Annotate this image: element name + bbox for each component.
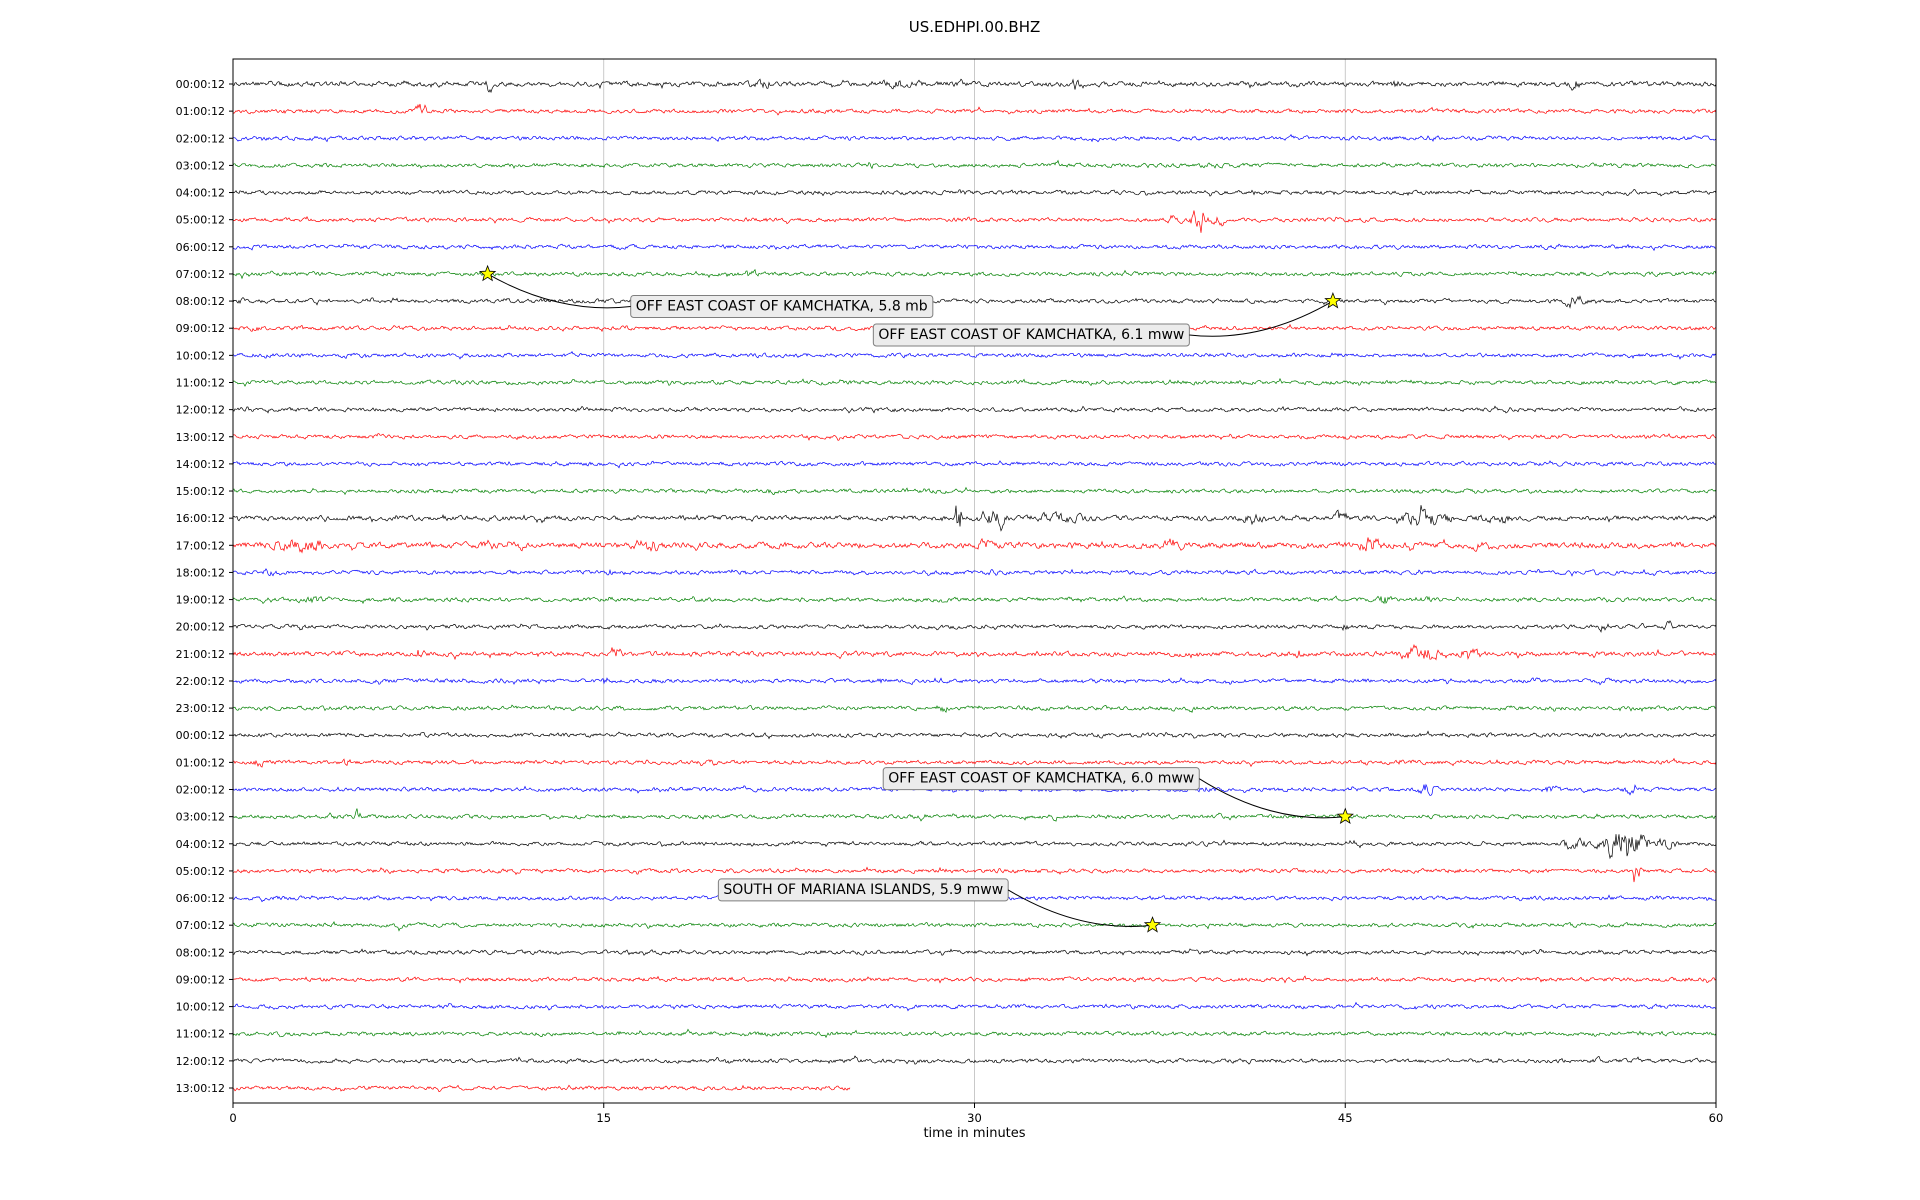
trace	[232, 948, 1717, 957]
trace	[232, 620, 1717, 633]
row-label: 12:00:12	[176, 404, 225, 417]
event-label: OFF EAST COAST OF KAMCHATKA, 6.0 mww	[888, 771, 1194, 787]
trace	[232, 568, 1717, 577]
row-label: 00:00:12	[176, 729, 225, 742]
row-label: 13:00:12	[176, 1082, 225, 1095]
row-label: 00:00:12	[176, 78, 225, 91]
plot-frame	[232, 58, 1717, 1104]
row-label: 07:00:12	[176, 268, 225, 281]
row-label: 12:00:12	[176, 1055, 225, 1068]
event-connector	[1007, 889, 1153, 927]
row-label: 23:00:12	[176, 702, 225, 715]
event-star	[1324, 291, 1342, 309]
row-label: 20:00:12	[176, 621, 225, 634]
row-label: 10:00:12	[176, 1001, 225, 1014]
trace	[232, 159, 1717, 170]
row-label: 08:00:12	[176, 946, 225, 959]
row-label: 02:00:12	[176, 784, 225, 797]
x-tick-label: 15	[596, 1111, 611, 1125]
trace	[232, 595, 1717, 605]
trace	[232, 268, 1717, 280]
row-label: 22:00:12	[176, 675, 225, 688]
trace	[232, 188, 1717, 197]
trace	[232, 1055, 1717, 1065]
x-tick-label: 0	[229, 1111, 236, 1125]
x-axis-label: time in minutes	[923, 1126, 1026, 1141]
event-label: OFF EAST COAST OF KAMCHATKA, 5.8 mb	[636, 299, 928, 315]
trace	[232, 210, 1717, 233]
trace	[232, 243, 1717, 252]
trace	[232, 1001, 1717, 1012]
trace	[232, 730, 1717, 740]
trace	[232, 757, 1717, 768]
row-label: 11:00:12	[176, 1028, 225, 1041]
row-label: 06:00:12	[176, 892, 225, 905]
trace	[232, 103, 1717, 116]
trace	[232, 134, 1717, 143]
event-connector	[1189, 300, 1334, 337]
chart-title: US.EDHPI.00.BHZ	[908, 18, 1041, 36]
row-label: 08:00:12	[176, 295, 225, 308]
trace	[232, 377, 1717, 387]
trace	[232, 921, 1717, 932]
row-label: 03:00:12	[176, 159, 225, 172]
event-label: OFF EAST COAST OF KAMCHATKA, 6.1 mww	[878, 327, 1184, 343]
row-label: 18:00:12	[176, 566, 225, 579]
row-label: 03:00:12	[176, 811, 225, 824]
trace	[232, 643, 1717, 661]
trace	[232, 537, 1717, 554]
trace	[232, 975, 1717, 984]
trace	[232, 704, 1717, 714]
x-tick-label: 30	[967, 1111, 982, 1125]
event-label: SOUTH OF MARIANA ISLANDS, 5.9 mww	[723, 882, 1003, 898]
trace	[232, 834, 1717, 860]
row-label: 05:00:12	[176, 865, 225, 878]
row-label: 11:00:12	[176, 376, 225, 389]
x-tick-label: 60	[1709, 1111, 1724, 1125]
trace	[232, 351, 1717, 360]
event-star	[478, 264, 497, 282]
row-label: 16:00:12	[176, 512, 225, 525]
trace	[232, 460, 1717, 469]
row-label: 04:00:12	[176, 838, 225, 851]
trace	[232, 433, 1717, 441]
trace	[232, 1084, 851, 1093]
row-label: 14:00:12	[176, 458, 225, 471]
trace	[232, 808, 1717, 822]
trace	[232, 1028, 1717, 1039]
event-connector	[487, 273, 631, 309]
trace	[233, 866, 1717, 883]
trace	[232, 405, 1717, 414]
row-label: 15:00:12	[176, 485, 225, 498]
row-label: 06:00:12	[176, 241, 225, 254]
trace	[232, 505, 1717, 532]
row-label: 02:00:12	[176, 132, 225, 145]
row-label: 10:00:12	[176, 349, 225, 362]
row-label: 09:00:12	[176, 322, 225, 335]
x-tick-label: 45	[1338, 1111, 1353, 1125]
trace	[232, 78, 1717, 94]
trace	[232, 486, 1717, 496]
event-connector	[1198, 778, 1346, 819]
row-label: 01:00:12	[176, 756, 225, 769]
row-label: 17:00:12	[176, 539, 225, 552]
event-star	[1143, 916, 1162, 933]
row-label: 19:00:12	[176, 594, 225, 607]
event-star	[1336, 807, 1354, 825]
trace	[232, 677, 1717, 686]
row-label: 05:00:12	[176, 214, 225, 227]
row-label: 04:00:12	[176, 187, 225, 200]
row-label: 01:00:12	[176, 105, 225, 118]
row-label: 07:00:12	[176, 919, 225, 932]
row-label: 13:00:12	[176, 431, 225, 444]
trace	[232, 295, 1717, 309]
row-label: 21:00:12	[176, 648, 225, 661]
row-label: 09:00:12	[176, 973, 225, 986]
